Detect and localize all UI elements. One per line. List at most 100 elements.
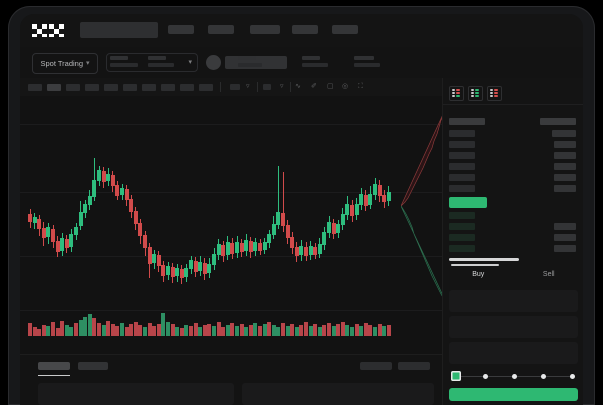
- orderbook-buy-icon[interactable]: [468, 86, 483, 101]
- nav-item-5[interactable]: [332, 25, 358, 34]
- orderbook-sell-icon[interactable]: [487, 86, 502, 101]
- volume-bar: [258, 326, 262, 336]
- tab-open-orders[interactable]: [38, 362, 70, 370]
- volume-bar: [322, 325, 327, 336]
- ask-row-price[interactable]: [449, 152, 475, 159]
- volume-bar: [28, 323, 32, 336]
- volume-bar: [281, 323, 285, 336]
- ask-row-amount[interactable]: [554, 141, 576, 148]
- volume-bar: [336, 324, 341, 336]
- volume-bar: [74, 323, 78, 336]
- amount-percent-slider[interactable]: [451, 371, 577, 381]
- okx-logo-icon[interactable]: [32, 24, 68, 37]
- market-type-label: Spot Trading: [40, 59, 83, 68]
- bid-row-price[interactable]: [449, 234, 475, 241]
- timeframe-button-5[interactable]: [104, 84, 118, 91]
- ask-row-amount[interactable]: [554, 185, 576, 192]
- indicator-caret[interactable]: ▿: [246, 83, 250, 90]
- tab-buy[interactable]: Buy: [472, 271, 485, 278]
- volume-bar: [253, 323, 258, 336]
- market-type-dropdown[interactable]: Spot Trading ▾: [32, 53, 98, 74]
- chart-style-caret[interactable]: ▿: [280, 83, 284, 90]
- nav-item-3[interactable]: [250, 25, 280, 34]
- chart-toolbar: ▿ ▿ ∿ ✐ ▢ ◎ ⛶: [20, 78, 442, 97]
- ask-row-amount[interactable]: [552, 130, 576, 137]
- volume-bar: [377, 324, 382, 336]
- orderbook-trade-column: Buy Sell: [442, 78, 583, 405]
- volume-bar: [248, 325, 253, 336]
- bid-row-amount[interactable]: [554, 245, 576, 252]
- indicator-label[interactable]: [230, 84, 240, 90]
- orderbook-divider: [443, 104, 583, 105]
- ask-row-price[interactable]: [449, 130, 475, 137]
- ask-row-price[interactable]: [449, 163, 475, 170]
- fullscreen-icon[interactable]: ⛶: [358, 83, 363, 90]
- timeframe-button-4[interactable]: [85, 84, 99, 91]
- ask-row-price[interactable]: [449, 174, 475, 181]
- volume-bar: [106, 321, 111, 336]
- volume-bar: [271, 325, 276, 336]
- chart-style-label[interactable]: [263, 84, 271, 90]
- chart-gridline-3: [20, 256, 442, 257]
- tab-sell[interactable]: Sell: [542, 271, 555, 278]
- timeframe-button-1[interactable]: [28, 84, 42, 91]
- line-tool-icon[interactable]: ∿: [295, 83, 301, 90]
- volume-bar: [138, 325, 143, 336]
- app-header: [20, 14, 583, 47]
- volume-bar: [55, 328, 60, 336]
- volume-bar: [143, 327, 147, 336]
- slider-stop-75[interactable]: [541, 373, 546, 379]
- timeframe-button-6[interactable]: [123, 84, 137, 91]
- timeframe-button-9[interactable]: [180, 84, 194, 91]
- depth-svg: [401, 110, 445, 300]
- volume-bar: [87, 314, 92, 336]
- trading-pair-select[interactable]: ▾: [106, 53, 198, 72]
- slider-stop-25[interactable]: [483, 373, 488, 379]
- trade-tabs: Buy Sell: [443, 262, 583, 288]
- orderbook-both-icon[interactable]: [449, 86, 464, 101]
- bid-row-amount[interactable]: [554, 234, 576, 241]
- timeframe-button-7[interactable]: [142, 84, 156, 91]
- volume-bar: [92, 318, 97, 336]
- candlestick-chart[interactable]: [20, 96, 442, 354]
- nav-item-1[interactable]: [168, 25, 194, 34]
- search-input[interactable]: [80, 22, 158, 38]
- ask-row-price[interactable]: [449, 141, 475, 148]
- slider-handle[interactable]: [451, 371, 461, 381]
- ask-row-amount[interactable]: [554, 152, 576, 159]
- volume-bar: [161, 313, 166, 336]
- bid-row-amount[interactable]: [554, 223, 576, 230]
- orderbook-scrollbar[interactable]: [449, 258, 519, 261]
- timeframe-button-3[interactable]: [66, 84, 80, 91]
- orders-action-1[interactable]: [360, 362, 392, 370]
- submit-buy-button[interactable]: [449, 388, 578, 401]
- tab-order-history[interactable]: [78, 362, 108, 370]
- order-price-field[interactable]: [449, 290, 578, 312]
- slider-stop-100[interactable]: [570, 373, 575, 379]
- timeframe-button-8[interactable]: [161, 84, 175, 91]
- bid-row-price[interactable]: [449, 212, 475, 219]
- nav-item-4[interactable]: [292, 25, 318, 34]
- pencil-icon[interactable]: ✐: [311, 83, 317, 90]
- volume-bar: [189, 326, 193, 336]
- volume-bar: [124, 327, 129, 336]
- nav-item-2[interactable]: [208, 25, 234, 34]
- slider-stop-50[interactable]: [512, 373, 517, 379]
- timeframe-button-10[interactable]: [199, 84, 213, 91]
- settings-icon[interactable]: ◎: [342, 83, 349, 90]
- order-total-field[interactable]: [449, 342, 578, 364]
- ask-row-amount[interactable]: [554, 174, 576, 181]
- orderbook-layout-toggles: [449, 86, 502, 101]
- volume-bar: [262, 324, 267, 336]
- camera-icon[interactable]: ▢: [327, 83, 334, 90]
- ask-row-price[interactable]: [449, 185, 475, 192]
- volume-bar: [276, 327, 281, 336]
- bid-row-price[interactable]: [449, 223, 475, 230]
- timeframe-button-2[interactable]: [47, 84, 61, 91]
- volume-bar: [179, 328, 184, 336]
- ask-row-amount[interactable]: [554, 163, 576, 170]
- ticker-stat: [148, 56, 174, 67]
- bid-row-price[interactable]: [449, 245, 475, 252]
- orders-action-2[interactable]: [398, 362, 430, 370]
- order-amount-field[interactable]: [449, 316, 578, 338]
